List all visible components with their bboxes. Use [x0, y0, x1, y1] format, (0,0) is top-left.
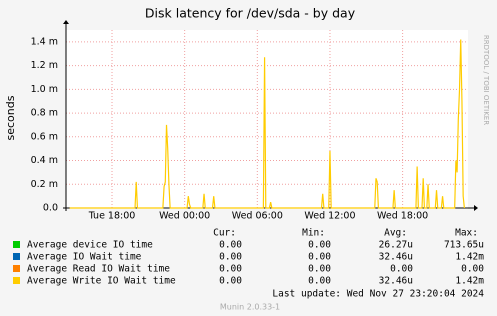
y-tick-label: 0.4 m — [31, 155, 58, 166]
series-line — [69, 39, 465, 209]
legend-header: Min: — [302, 228, 325, 239]
y-tick-label: 1.4 m — [31, 36, 58, 47]
last-update: Last update: Wed Nov 27 23:20:04 2024 — [272, 289, 484, 300]
legend-stat: 713.65u — [444, 240, 484, 251]
legend-stat: 32.46u — [379, 276, 413, 287]
legend-swatch — [13, 253, 20, 260]
y-tick-label: 0.0 — [43, 203, 58, 214]
x-tick-label: Wed 06:00 — [232, 211, 283, 222]
legend-swatch — [13, 277, 20, 284]
legend-stat: 0.00 — [390, 264, 413, 275]
legend-label: Average device IO time — [27, 240, 153, 251]
y-tick-label: 1.0 m — [31, 84, 58, 95]
y-axis-label: seconds — [4, 95, 17, 140]
footer: Munin 2.0.33-1 — [220, 303, 280, 312]
x-tick-label: Wed 00:00 — [159, 211, 210, 222]
y-tick-label: 0.6 m — [31, 131, 58, 142]
legend-swatch — [13, 265, 20, 272]
axis-arrow — [474, 205, 478, 211]
x-tick-label: Wed 18:00 — [377, 211, 428, 222]
legend-swatch — [13, 241, 20, 248]
legend-stat: 0.00 — [308, 240, 331, 251]
legend-stat: 0.00 — [308, 252, 331, 263]
legend-stat: 0.00 — [308, 276, 331, 287]
y-tick-label: 0.2 m — [31, 179, 58, 190]
legend-header: Cur: — [213, 228, 236, 239]
legend-header: Max: — [455, 228, 478, 239]
legend-label: Average IO Wait time — [27, 252, 142, 263]
legend-stat: 0.00 — [219, 240, 242, 251]
axis-arrow — [63, 20, 69, 24]
side-note: RRDTOOL / TOBI OETIKER — [482, 35, 490, 125]
y-tick-label: 0.8 m — [31, 108, 58, 119]
x-tick-label: Tue 18:00 — [88, 211, 136, 222]
legend-stat: 0.00 — [308, 264, 331, 275]
legend-stat: 0.00 — [219, 264, 242, 275]
legend-stat: 1.42m — [455, 252, 484, 263]
legend-label: Average Read IO Wait time — [27, 264, 170, 275]
legend-label: Average Write IO Wait time — [27, 276, 176, 287]
legend-stat: 32.46u — [379, 252, 413, 263]
chart-title: Disk latency for /dev/sda - by day — [145, 6, 356, 21]
y-tick-label: 1.2 m — [31, 60, 58, 71]
legend-stat: 1.42m — [455, 276, 484, 287]
legend-stat: 0.00 — [219, 252, 242, 263]
legend-header: Avg: — [384, 228, 407, 239]
plot-area — [66, 30, 468, 209]
legend-stat: 0.00 — [461, 264, 484, 275]
x-tick-label: Wed 12:00 — [304, 211, 355, 222]
legend-stat: 0.00 — [219, 276, 242, 287]
legend-stat: 26.27u — [379, 240, 413, 251]
